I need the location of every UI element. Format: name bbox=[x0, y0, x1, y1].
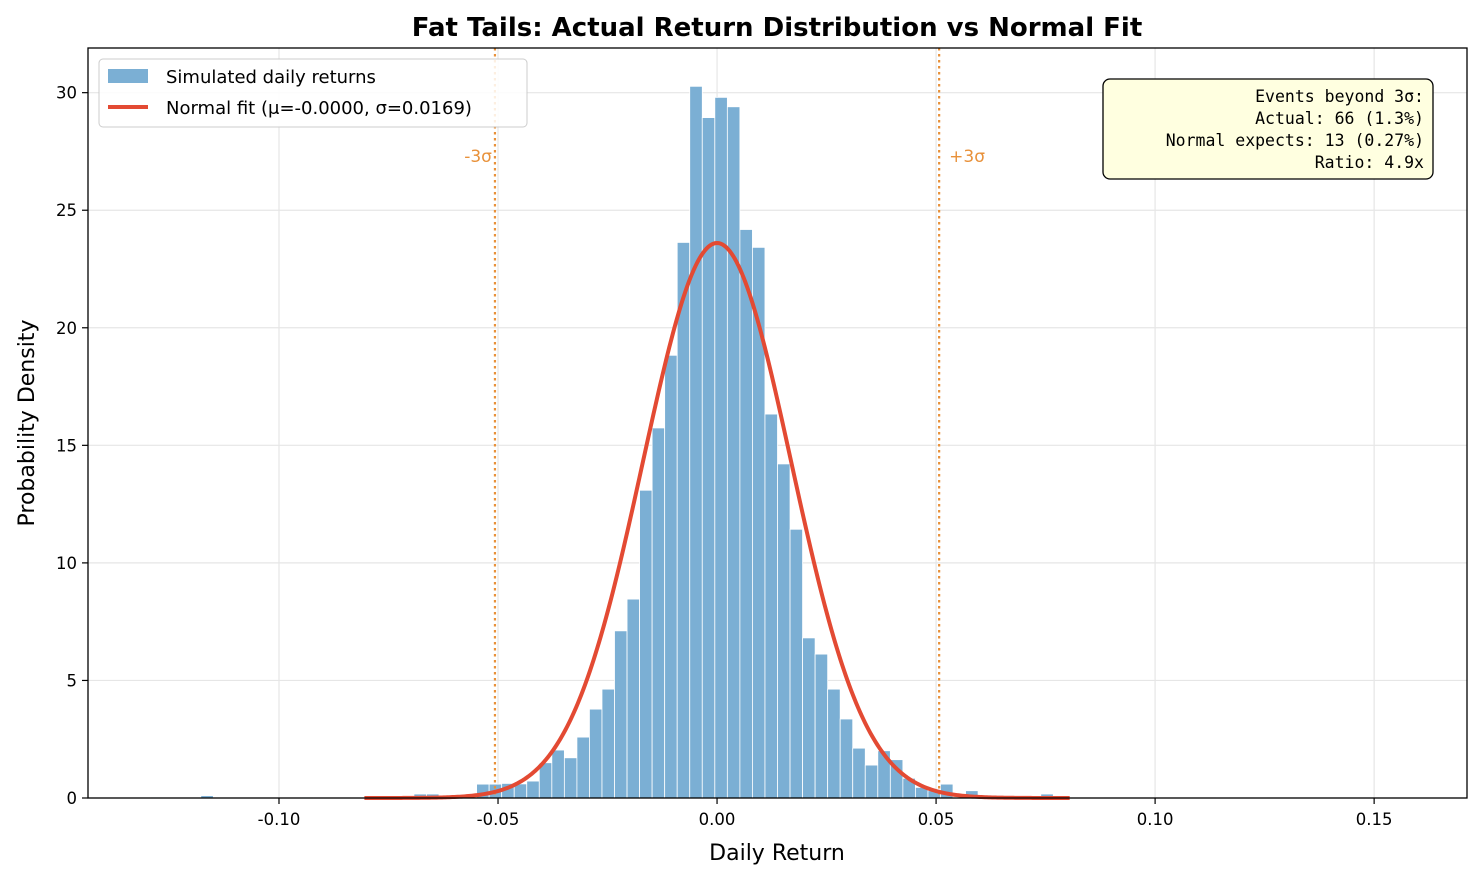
histogram-bar bbox=[652, 428, 665, 798]
histogram-bar bbox=[527, 781, 540, 798]
x-tick-label: 0.00 bbox=[699, 810, 736, 829]
histogram-bar bbox=[790, 529, 803, 798]
annotation-line-4: Ratio: 4.9x bbox=[1315, 153, 1424, 172]
histogram-bar bbox=[665, 355, 678, 798]
y-tick-label: 20 bbox=[56, 319, 77, 338]
y-tick-label: 15 bbox=[56, 436, 77, 455]
legend-label-histogram: Simulated daily returns bbox=[166, 67, 376, 88]
annotation-line-3: Normal expects: 13 (0.27%) bbox=[1166, 131, 1424, 150]
histogram-bar bbox=[539, 763, 552, 798]
y-tick-label: 30 bbox=[56, 84, 77, 103]
histogram-bar bbox=[840, 719, 853, 798]
sigma-line-label: +3σ bbox=[949, 147, 985, 167]
legend: Simulated daily returns Normal fit (μ=-0… bbox=[99, 59, 527, 127]
x-tick-label: 0.05 bbox=[918, 810, 955, 829]
y-tick-label: 5 bbox=[67, 671, 78, 690]
histogram-bar bbox=[853, 748, 866, 798]
histogram-bar bbox=[702, 118, 715, 798]
y-tick-label: 25 bbox=[56, 201, 77, 220]
histogram-bar bbox=[577, 737, 590, 798]
histogram-bar bbox=[690, 86, 703, 798]
histogram-bar bbox=[778, 464, 791, 798]
histogram-bar bbox=[615, 631, 628, 798]
histogram-bar bbox=[765, 414, 778, 798]
x-tick-label: -0.10 bbox=[258, 810, 301, 829]
histogram-bar bbox=[715, 97, 728, 798]
x-axis-label: Daily Return bbox=[709, 841, 845, 866]
histogram-bar bbox=[865, 765, 878, 798]
histogram-bar bbox=[815, 654, 828, 798]
y-tick-label: 0 bbox=[67, 789, 78, 808]
legend-label-normal: Normal fit (μ=-0.0000, σ=0.0169) bbox=[166, 98, 472, 119]
annotation-line-1: Events beyond 3σ: bbox=[1255, 87, 1424, 106]
y-axis-label: Probability Density bbox=[15, 320, 40, 527]
histogram-bar bbox=[627, 599, 640, 798]
x-tick-label: 0.10 bbox=[1137, 810, 1174, 829]
histogram-bar bbox=[677, 242, 690, 798]
histogram-bars bbox=[151, 86, 1392, 798]
sigma-line-label: -3σ bbox=[464, 147, 492, 167]
histogram-bar bbox=[740, 230, 753, 798]
histogram-bar bbox=[828, 689, 841, 798]
annotation-line-2: Actual: 66 (1.3%) bbox=[1255, 109, 1424, 128]
histogram-bar bbox=[602, 689, 615, 798]
x-tick-label: -0.05 bbox=[477, 810, 520, 829]
x-tick-label: 0.15 bbox=[1356, 810, 1393, 829]
y-tick-label: 10 bbox=[56, 554, 77, 573]
legend-swatch-histogram bbox=[108, 69, 148, 83]
histogram-bar bbox=[552, 750, 565, 798]
histogram-bar bbox=[803, 638, 816, 798]
histogram-bar bbox=[727, 107, 740, 798]
histogram-bar bbox=[640, 490, 653, 798]
chart-title: Fat Tails: Actual Return Distribution vs… bbox=[412, 13, 1143, 43]
histogram-bar bbox=[564, 758, 577, 798]
annotation-box: Events beyond 3σ: Actual: 66 (1.3%) Norm… bbox=[1103, 79, 1433, 179]
histogram-bar bbox=[589, 709, 602, 798]
